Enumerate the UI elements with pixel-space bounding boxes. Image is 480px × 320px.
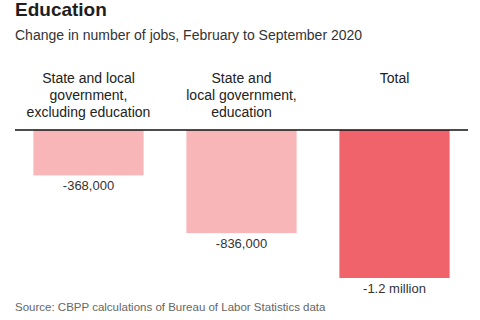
category-label: Total [315,70,475,87]
subtitle: Change in number of jobs, February to Se… [15,27,362,43]
data-label: -1.2 million [325,281,465,297]
data-label: -836,000 [172,236,312,252]
category-label: State and local government, education [162,70,322,121]
chart-svg [0,0,480,320]
bar [33,130,143,175]
data-label: -368,000 [19,178,159,194]
bar [339,130,449,278]
title: Education [15,0,107,20]
source: Source: CBPP calculations of Bureau of L… [15,300,325,314]
bars [33,130,449,278]
baseline [15,129,468,131]
bar [186,130,296,233]
category-label: State and local government, excluding ed… [9,70,169,121]
